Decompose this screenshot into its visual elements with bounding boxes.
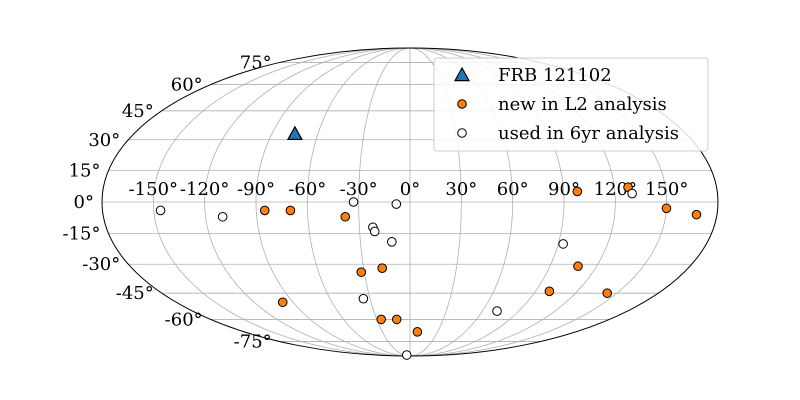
lon-tick-label: -120° (180, 179, 229, 200)
data-point-series-1 (691, 209, 702, 220)
data-point-series-2 (217, 211, 228, 222)
meridian--60 (306, 47, 411, 357)
lon-tick-label: -60° (288, 179, 326, 200)
legend-marker-0 (453, 66, 471, 82)
lon-tick-label: 0° (400, 179, 420, 200)
lon-tick-label: 60° (497, 179, 529, 200)
legend-label: used in 6yr analysis (498, 123, 679, 144)
lon-tick-label: -150° (129, 179, 178, 200)
meridian--150 (152, 47, 411, 357)
data-point-series-2 (369, 226, 380, 237)
data-point-series-2 (492, 306, 502, 316)
data-point-series-1 (376, 314, 387, 325)
data-point-series-2 (627, 188, 637, 199)
data-point-series-1 (259, 205, 270, 216)
data-point-series-2 (391, 199, 402, 209)
lat-tick-label: -30° (82, 254, 120, 275)
lat-tick-label: -60° (165, 309, 203, 330)
data-points (155, 125, 702, 360)
lat-tick-label: 75° (240, 52, 272, 73)
data-point-series-1 (285, 205, 296, 216)
legend: FRB 121102 new in L2 analysis used in 6yr … (433, 57, 709, 152)
data-point-series-1 (377, 263, 387, 273)
data-point-series-1 (356, 267, 367, 277)
lon-tick-label: 150° (645, 179, 688, 200)
meridian--120 (204, 47, 411, 357)
lat-tick-label: 15° (69, 160, 101, 181)
data-point-series-1 (661, 203, 672, 214)
lon-tick-label: -30° (340, 179, 378, 200)
data-point-series-0 (286, 125, 303, 141)
data-point-series-1 (573, 261, 583, 272)
lat-tick-label: 30° (88, 130, 120, 151)
lat-tick-label: 45° (122, 101, 154, 122)
data-point-series-1 (602, 288, 613, 298)
lat-tick-label: -15° (63, 224, 101, 245)
data-point-series-1 (544, 286, 555, 297)
lat-tick-label: 0° (74, 192, 94, 213)
data-point-series-1 (277, 297, 288, 308)
data-point-series-1 (412, 327, 423, 337)
data-point-series-2 (401, 350, 412, 360)
data-point-series-1 (340, 211, 351, 222)
lat-tick-label: -75° (234, 332, 272, 353)
legend-label: new in L2 analysis (498, 94, 667, 115)
lat-tick-label: -45° (116, 283, 154, 304)
data-point-series-2 (558, 239, 568, 249)
data-point-series-1 (391, 314, 402, 325)
lon-tick-label: 90° (548, 179, 580, 200)
lat-tick-label: 60° (171, 75, 203, 96)
data-point-series-2 (387, 237, 397, 247)
meridian--90 (255, 47, 411, 357)
data-point-series-2 (348, 197, 359, 207)
latitude-tick-labels: 75° 60° 45°30° 15° 0° -15° -30° -45° -60° -75° (63, 52, 272, 352)
legend-box (433, 57, 709, 152)
legend-label: FRB 121102 (498, 65, 612, 86)
lon-tick-label: -90° (237, 179, 275, 200)
legend-marker-1 (457, 99, 467, 109)
legend-marker-2 (457, 128, 467, 138)
data-point-series-2 (358, 293, 369, 304)
lon-tick-label: 30° (445, 179, 477, 200)
data-point-series-1 (572, 186, 583, 197)
data-point-series-2 (155, 205, 166, 216)
longitude-tick-labels: -150° -120° -90° -60° -30° 0° 30° 60° 90° 120° 150… (129, 179, 689, 200)
